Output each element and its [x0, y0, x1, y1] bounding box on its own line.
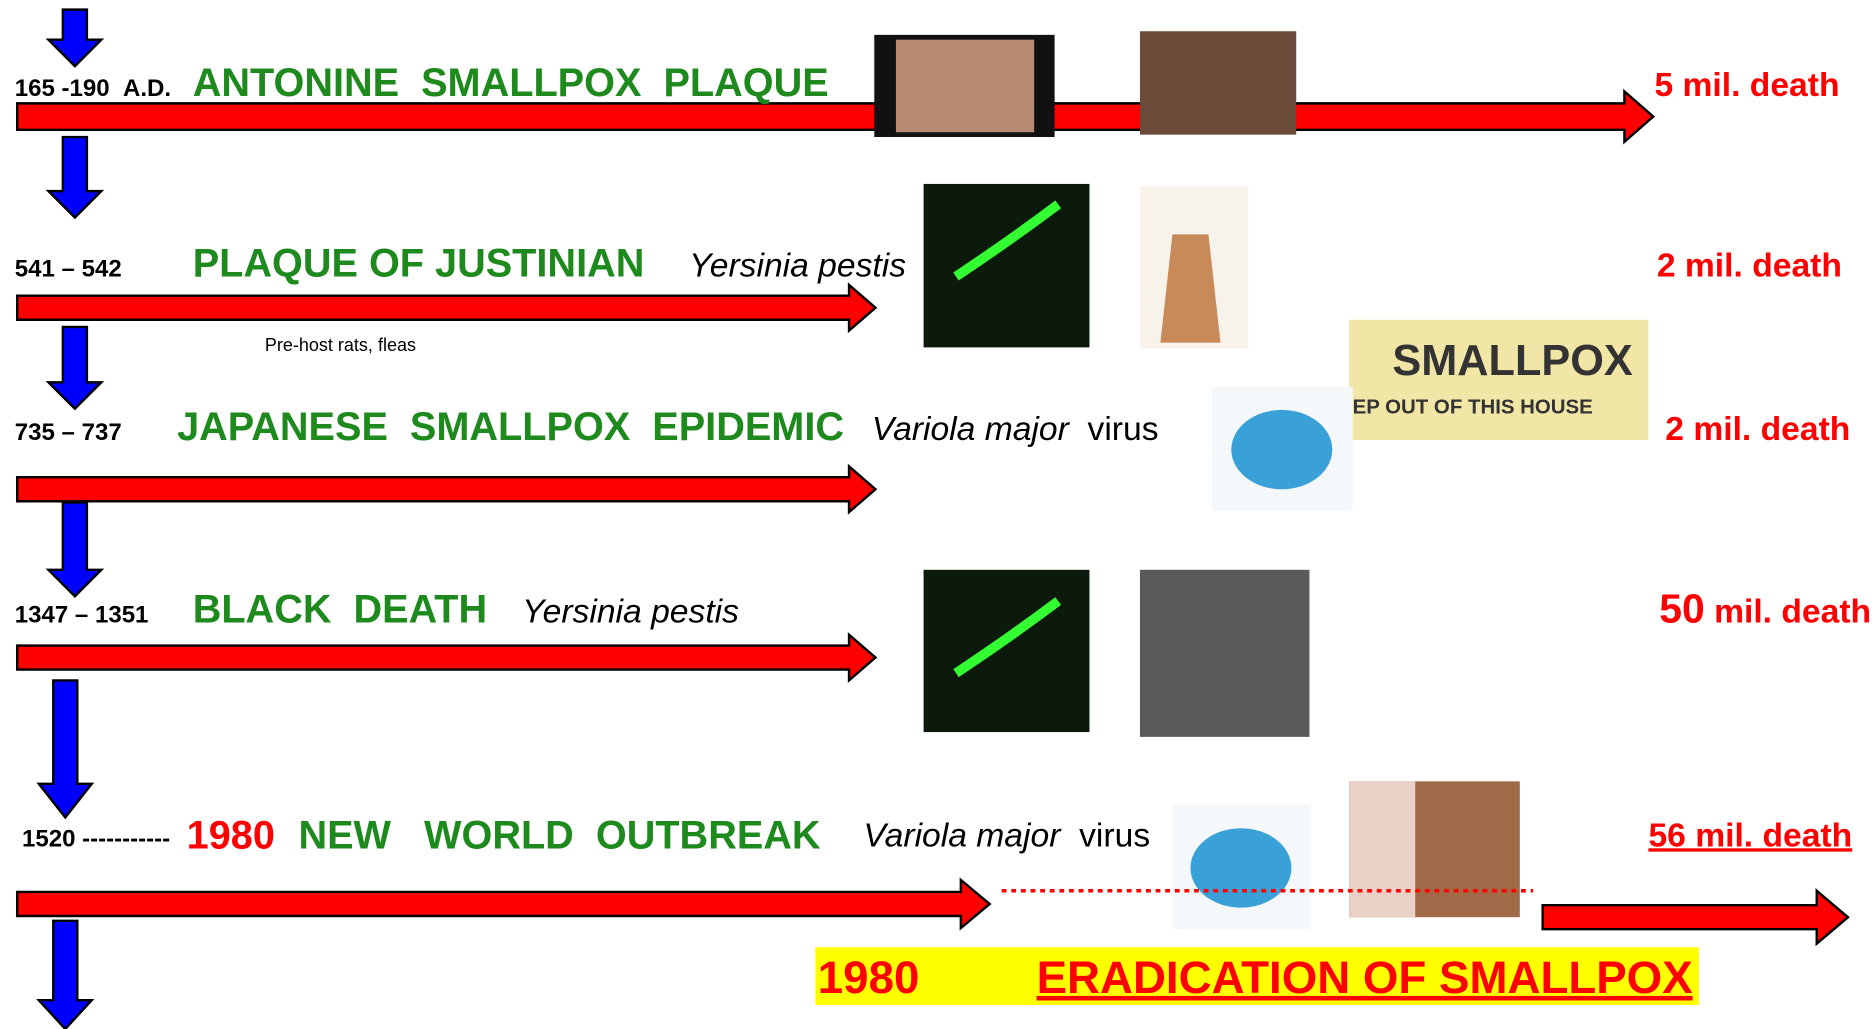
note: Pre-host rats, fleas: [265, 335, 416, 355]
deaths: 50 mil. death: [1659, 586, 1871, 632]
pathogen: Yersinia pestis: [522, 594, 739, 631]
deaths: 56 mil. death: [1648, 817, 1852, 854]
red-arrow: [1541, 888, 1850, 947]
poster-subheading: KEEP OUT OF THIS HOUSE: [1324, 397, 1593, 419]
red-arrow: [15, 632, 878, 684]
virus-shape: [1231, 409, 1333, 490]
pathogen: Yersinia pestis: [689, 247, 906, 284]
pathogen: Variola major virus: [872, 411, 1159, 448]
title: JAPANESE SMALLPOX EPIDEMIC: [177, 405, 844, 449]
blue-arrow: [45, 325, 105, 411]
date: 165 -190: [15, 75, 110, 102]
image-black-death: [1139, 569, 1310, 737]
bacteria-shape-2: [953, 597, 1062, 678]
image-rash-left: [1349, 781, 1416, 918]
title: ANTONINE SMALLPOX PLAQUE: [193, 61, 829, 105]
red-arrow: [15, 282, 878, 334]
pathogen-suffix: virus: [1079, 817, 1150, 854]
highlight: [815, 947, 1699, 1005]
title: NEW WORLD OUTBREAK: [298, 814, 820, 858]
deaths: 5 mil. death: [1654, 67, 1839, 104]
image-bacteria-2: [923, 569, 1090, 733]
pathogen-name: Variola major: [863, 817, 1062, 854]
date: 1520 -----------: [22, 825, 170, 852]
date: 1347 – 1351: [15, 602, 149, 629]
blue-arrow: [45, 501, 105, 598]
poster-heading: SMALLPOX: [1392, 337, 1633, 385]
title: BLACK DEATH: [193, 588, 487, 632]
image-child: [1139, 31, 1297, 135]
pathogen-suffix: virus: [1088, 411, 1159, 448]
eradication-title: ERADICATION OF SMALLPOX: [1037, 952, 1694, 1003]
blue-arrow: [45, 135, 105, 220]
bacteria-shape: [953, 200, 1062, 281]
image-poster: [1349, 319, 1649, 440]
deaths: 2 mil. death: [1657, 247, 1842, 284]
arrows: [15, 8, 1850, 1029]
title: PLAQUE OF JUSTINIAN: [193, 241, 645, 285]
pathogen-name: Variola major: [872, 411, 1071, 448]
deaths-unit: mil. death: [1714, 594, 1871, 631]
date: 541 – 542: [15, 255, 122, 282]
deaths-number: 50: [1659, 586, 1704, 632]
red-arrow: [15, 877, 992, 931]
image-bacteria: [923, 183, 1090, 348]
deaths: 2 mil. death: [1665, 411, 1850, 448]
date: 735 – 737: [15, 419, 122, 446]
blue-arrow: [36, 679, 95, 820]
era: A.D.: [123, 75, 171, 102]
date: 165 -190 A.D.: [15, 75, 171, 102]
doctor-figure: [1160, 234, 1221, 343]
date-end: 1980: [187, 814, 275, 858]
blue-arrow: [36, 919, 95, 1029]
virus-shape-2: [1190, 828, 1292, 908]
eradication-year: 1980: [818, 952, 920, 1003]
red-arrow: [15, 463, 878, 515]
blue-arrow: [45, 8, 105, 68]
image-hand-inner: [895, 39, 1035, 133]
pathogen: Variola major virus: [863, 817, 1150, 854]
